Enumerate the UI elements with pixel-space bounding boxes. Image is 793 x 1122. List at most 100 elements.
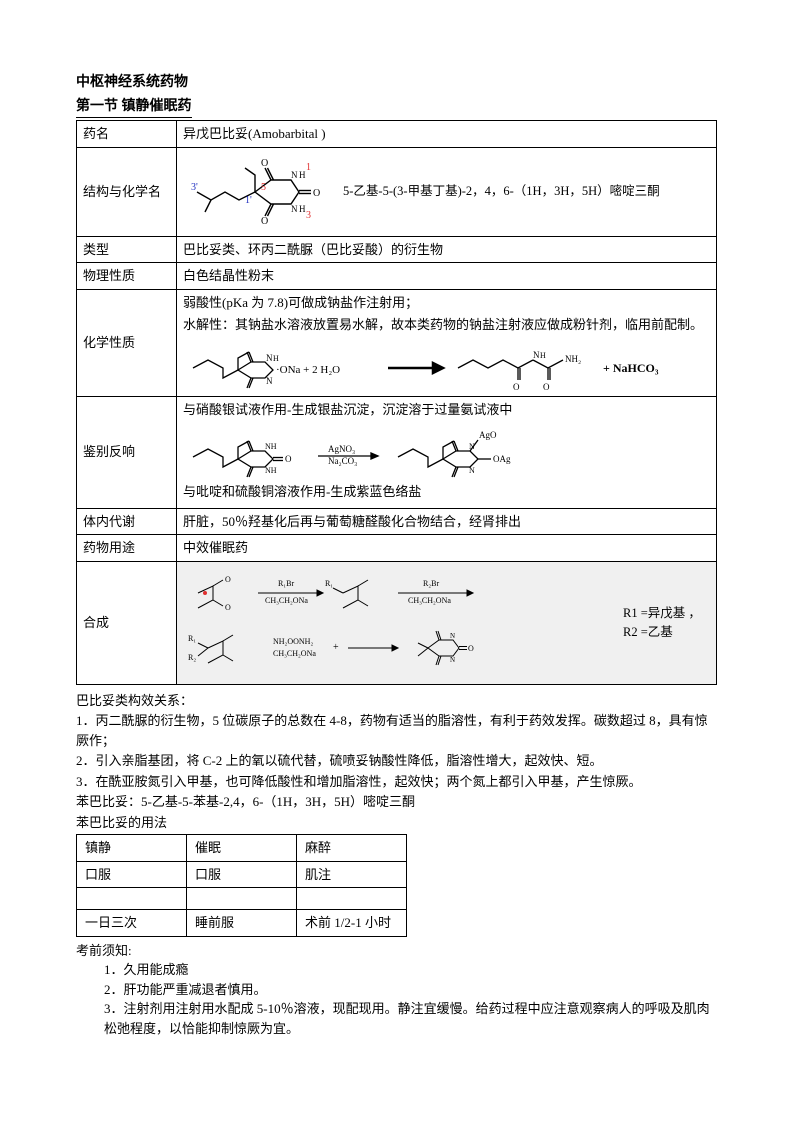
svg-text:R₁Br: R₁Br: [278, 579, 294, 588]
cell: [77, 888, 187, 910]
silver-reaction-icon: NH NH O AgNO₃ Na₂CO₃: [183, 422, 613, 482]
table-row: 镇静 催眠 麻醉: [77, 835, 407, 862]
cell: 口服: [77, 861, 187, 888]
svg-text:O: O: [543, 382, 550, 392]
row-label: 化学性质: [77, 289, 177, 396]
svg-text:Na₂CO₃: Na₂CO₃: [328, 456, 357, 466]
svg-text:H: H: [299, 170, 306, 180]
r1-label: R1 =异戊基 ，: [623, 604, 701, 623]
svg-text:O: O: [313, 188, 320, 199]
row-value: 异戊巴比妥(Amobarbital ): [177, 121, 717, 148]
table-row: 药名 异戊巴比妥(Amobarbital ): [77, 121, 717, 148]
synthesis-scheme-icon: O O R₁Br CH₃CH₂ONa R₁: [183, 568, 603, 678]
synthesis-cell: O O R₁Br CH₃CH₂ONa R₁: [177, 561, 717, 684]
svg-text:·ONa + 2 H₂O: ·ONa + 2 H₂O: [276, 364, 340, 376]
svg-text:N: N: [291, 204, 298, 214]
cell: [297, 888, 407, 910]
table-row: 类型 巴比妥类、环丙二酰脲（巴比妥酸）的衍生物: [77, 236, 717, 263]
table-row: [77, 888, 407, 910]
sar-line: 2．引入亲脂基团，将 C-2 上的氧以硫代替，硫喷妥钠酸性降低，脂溶性增大，起效…: [76, 751, 717, 771]
svg-text:O: O: [285, 454, 292, 464]
identify-line: 与吡啶和硫酸铜溶液作用-生成紫蓝色络盐: [183, 482, 710, 502]
svg-text:O: O: [261, 216, 268, 227]
cell: 催眠: [187, 835, 297, 862]
notes-title: 考前须知:: [76, 941, 717, 961]
drug-table: 药名 异戊巴比妥(Amobarbital ) 结构与化学名: [76, 120, 717, 685]
usage-table: 镇静 催眠 麻醉 口服 口服 肌注 一日三次 睡前服 术前 1/2-1 小时: [76, 834, 407, 937]
svg-text:N: N: [469, 466, 475, 475]
svg-text:R₂: R₂: [188, 653, 196, 662]
sar-line: 苯巴比妥的用法: [76, 813, 717, 833]
table-row: 合成 OO R₁Br CH₃CH₂O: [77, 561, 717, 684]
cell: 肌注: [297, 861, 407, 888]
svg-text:O: O: [225, 603, 231, 612]
svg-text:O: O: [261, 158, 268, 169]
row-value: 巴比妥类、环丙二酰脲（巴比妥酸）的衍生物: [177, 236, 717, 263]
svg-text:H: H: [299, 204, 306, 214]
table-row: 药物用途 中效催眠药: [77, 535, 717, 562]
table-row: 鉴别反响 与硝酸银试液作用-生成银盐沉淀，沉淀溶于过量氨试液中 NH NH O …: [77, 396, 717, 508]
svg-text:O: O: [468, 644, 474, 653]
row-label: 类型: [77, 236, 177, 263]
sar-line: 3．在酰亚胺氮引入甲基，也可降低酸性和增加脂溶性，起效快；两个氮上都引入甲基，产…: [76, 772, 717, 792]
svg-text:+: +: [333, 642, 339, 653]
svg-text:N: N: [533, 350, 540, 360]
structure-caption: 5-乙基-5-(3-甲基丁基)-2，4，6-（1H，3H，5H）嘧啶三酮: [343, 182, 660, 201]
svg-text:CH₃CH₂ONa: CH₃CH₂ONa: [408, 596, 451, 605]
svg-text:NH: NH: [265, 466, 277, 475]
svg-text:1: 1: [306, 162, 311, 173]
svg-text:N: N: [266, 376, 273, 386]
sar-line: 苯巴比妥：5-乙基-5-苯基-2,4，6-（1H，3H，5H）嘧啶三酮: [76, 792, 717, 812]
svg-text:R₁: R₁: [325, 579, 333, 588]
cell: [187, 888, 297, 910]
table-row: 化学性质 弱酸性(pKa 为 7.8)可做成钠盐作注射用； 水解性：其钠盐水溶液…: [77, 289, 717, 396]
table-row: 一日三次 睡前服 术前 1/2-1 小时: [77, 910, 407, 937]
structure-cell: O O O NH NH 1 3 5 1' 3' 5-乙基-5-(3-甲基丁基)-…: [177, 147, 717, 236]
table-row: 口服 口服 肌注: [77, 861, 407, 888]
cell: 镇静: [77, 835, 187, 862]
svg-text:5: 5: [261, 182, 266, 193]
table-row: 结构与化学名: [77, 147, 717, 236]
row-value: 与硝酸银试液作用-生成银盐沉淀，沉淀溶于过量氨试液中 NH NH O AgNO₃…: [177, 396, 717, 508]
svg-text:N: N: [291, 170, 298, 180]
sar-line: 1．丙二酰脲的衍生物，5 位碳原子的总数在 4-8，药物有适当的脂溶性，有利于药…: [76, 711, 717, 750]
chem-line: 水解性：其钠盐水溶液放置易水解，故本类药物的钠盐注射液应做成粉针剂，临用前配制。: [183, 315, 710, 335]
amobarbital-structure-icon: O O O NH NH 1 3 5 1' 3': [183, 152, 333, 232]
svg-text:R₁: R₁: [188, 634, 196, 643]
svg-text:N: N: [266, 353, 273, 363]
svg-text:AgNO₃: AgNO₃: [328, 444, 355, 454]
svg-text:H: H: [273, 354, 279, 363]
row-label: 结构与化学名: [77, 147, 177, 236]
svg-text:AgO: AgO: [479, 430, 497, 440]
row-label: 药名: [77, 121, 177, 148]
row-label: 合成: [77, 561, 177, 684]
svg-text:H: H: [540, 351, 546, 360]
cell: 睡前服: [187, 910, 297, 937]
row-value: 肝脏，50％羟基化后再与葡萄糖醛酸化合物结合，经肾排出: [177, 508, 717, 535]
cell: 口服: [187, 861, 297, 888]
svg-text:NH₂: NH₂: [565, 354, 581, 364]
row-value: 弱酸性(pKa 为 7.8)可做成钠盐作注射用； 水解性：其钠盐水溶液放置易水解…: [177, 289, 717, 396]
section-title: 第一节 镇静催眠药: [76, 96, 192, 118]
svg-text:N: N: [450, 656, 455, 664]
svg-text:CH₃CH₂ONa: CH₃CH₂ONa: [273, 649, 316, 658]
svg-text:NH₂OONH₂: NH₂OONH₂: [273, 637, 313, 646]
notes-section: 考前须知: 1．久用能成瘾 2．肝功能严重减退者慎用。 3．注射剂用注射用水配成…: [76, 941, 717, 1039]
identify-line: 与硝酸银试液作用-生成银盐沉淀，沉淀溶于过量氨试液中: [183, 400, 710, 420]
note-line: 3．注射剂用注射用水配成 5-10％溶液，现配现用。静注宜缓慢。给药过程中应注意…: [76, 999, 717, 1038]
row-label: 鉴别反响: [77, 396, 177, 508]
row-label: 体内代谢: [77, 508, 177, 535]
row-label: 物理性质: [77, 263, 177, 290]
hydrolysis-equation-icon: NH N ·ONa + 2 H₂O O O NH NH₂: [183, 338, 703, 393]
svg-text:+ NaHCO₃: + NaHCO₃: [603, 361, 659, 375]
table-row: 体内代谢 肝脏，50％羟基化后再与葡萄糖醛酸化合物结合，经肾排出: [77, 508, 717, 535]
chem-line: 弱酸性(pKa 为 7.8)可做成钠盐作注射用；: [183, 293, 710, 313]
svg-text:R₂Br: R₂Br: [423, 579, 439, 588]
svg-text:CH₃CH₂ONa: CH₃CH₂ONa: [265, 596, 308, 605]
svg-text:3': 3': [191, 182, 198, 193]
svg-text:OAg: OAg: [493, 454, 511, 464]
svg-text:1': 1': [245, 195, 252, 206]
row-label: 药物用途: [77, 535, 177, 562]
svg-text:N: N: [450, 632, 455, 640]
cell: 麻醉: [297, 835, 407, 862]
